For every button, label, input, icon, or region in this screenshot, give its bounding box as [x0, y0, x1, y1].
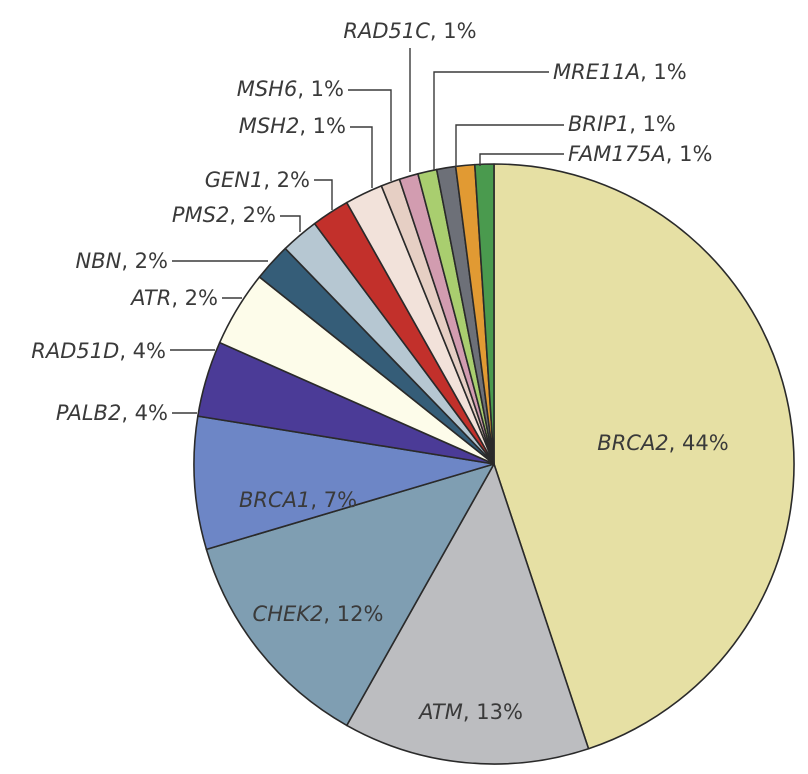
label-gene-chek2: CHEK2	[253, 602, 324, 626]
leader-msh6	[348, 89, 392, 181]
label-atm: ATM, 13%	[417, 700, 523, 724]
label-gene-atr: ATR	[129, 286, 171, 310]
slice-atm	[345, 463, 590, 765]
label-rad51c: RAD51C, 1%	[343, 19, 476, 43]
label-fam175a: FAM175A, 1%	[568, 142, 712, 166]
label-gene-nbn: NBN	[76, 249, 122, 273]
leader-brip1	[455, 124, 564, 167]
label-pct-palb2: , 4%	[121, 401, 168, 425]
leader-gen1	[314, 179, 333, 210]
label-pct-rad51d: , 4%	[119, 339, 166, 363]
slice-brca2	[493, 163, 795, 750]
label-pct-mre11a: , 1%	[640, 60, 687, 84]
label-pct-msh6: , 1%	[297, 77, 344, 101]
label-gene-brip1: BRIP1	[568, 112, 629, 136]
slice-brca1	[193, 415, 495, 551]
label-msh6: MSH6, 1%	[237, 77, 344, 101]
label-gene-palb2: PALB2	[56, 401, 121, 425]
label-pct-brca1: , 7%	[310, 488, 357, 512]
label-atr: ATR, 2%	[129, 286, 218, 310]
leader-msh2	[350, 126, 373, 188]
label-pct-pms2: , 2%	[229, 203, 276, 227]
label-chek2: CHEK2, 12%	[253, 602, 384, 626]
label-gene-mre11a: MRE11A	[553, 60, 640, 84]
slice-fam175a	[473, 163, 495, 465]
label-gene-brca1: BRCA1	[239, 488, 310, 512]
leader-pms2	[280, 215, 301, 232]
label-gene-msh6: MSH6	[237, 77, 298, 101]
label-pct-nbn: , 2%	[121, 249, 168, 273]
label-mre11a: MRE11A, 1%	[553, 60, 687, 84]
label-pms2: PMS2, 2%	[172, 203, 276, 227]
label-pct-atm: , 13%	[463, 700, 523, 724]
label-pct-fam175a: , 1%	[666, 142, 713, 166]
slice-chek2	[205, 463, 495, 727]
slice-labels: BRCA2, 44% ATM, 13% CHEK2, 12% BRCA1, 7% PAL…	[31, 19, 728, 724]
label-pct-brip1: , 1%	[629, 112, 676, 136]
label-pct-msh2: , 1%	[299, 114, 346, 138]
label-pct-rad51c: , 1%	[430, 19, 477, 43]
label-brca2: BRCA2, 44%	[597, 431, 728, 455]
label-rad51d: RAD51D, 4%	[31, 339, 166, 363]
label-pct-atr: , 2%	[171, 286, 218, 310]
label-gene-rad51c: RAD51C	[343, 19, 430, 43]
leader-lines	[170, 48, 564, 414]
label-msh2: MSH2, 1%	[239, 114, 346, 138]
label-gene-pms2: PMS2	[172, 203, 229, 227]
label-gen1: GEN1, 2%	[205, 168, 310, 192]
label-palb2: PALB2, 4%	[56, 401, 168, 425]
label-gene-fam175a: FAM175A	[568, 142, 666, 166]
label-nbn: NBN, 2%	[76, 249, 169, 273]
label-brca1: BRCA1, 7%	[239, 488, 357, 512]
leader-fam175a	[479, 153, 564, 166]
label-gene-atm: ATM	[417, 700, 463, 724]
label-gene-rad51d: RAD51D	[31, 339, 119, 363]
label-gene-msh2: MSH2	[239, 114, 300, 138]
pie-slices	[193, 163, 795, 765]
label-gene-brca2: BRCA2	[597, 431, 668, 455]
label-brip1: BRIP1, 1%	[568, 112, 676, 136]
label-gene-gen1: GEN1	[205, 168, 264, 192]
label-pct-chek2: , 12%	[323, 602, 383, 626]
label-pct-gen1: , 2%	[263, 168, 310, 192]
leader-mre11a	[433, 71, 549, 170]
label-pct-brca2: , 44%	[669, 431, 729, 455]
